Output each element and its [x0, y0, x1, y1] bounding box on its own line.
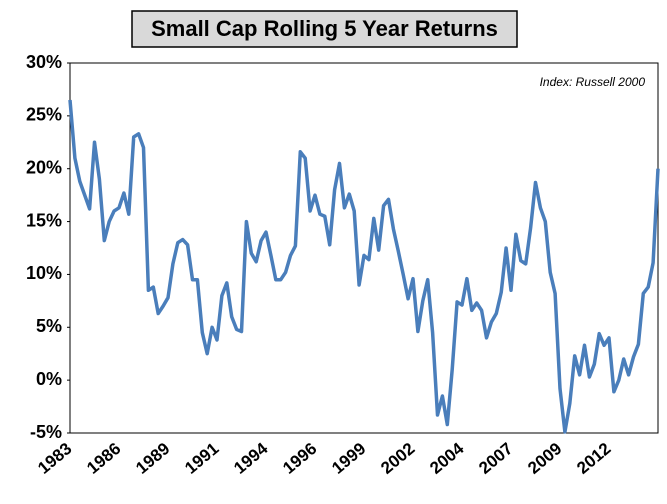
y-tick-label: 30% [26, 52, 62, 72]
title-box [131, 10, 518, 48]
x-tick-label: 1996 [279, 439, 320, 478]
x-tick-label: 2009 [524, 439, 565, 478]
y-tick-label: 20% [26, 157, 62, 177]
x-tick-label: 2007 [475, 439, 516, 478]
x-tick-label: 1986 [83, 439, 124, 478]
x-tick-label: 2004 [426, 439, 468, 478]
x-tick-label: 2012 [573, 439, 614, 478]
x-tick-label: 1989 [132, 439, 173, 478]
y-tick-label: 15% [26, 210, 62, 230]
chart-title: Small Cap Rolling 5 Year Returns [151, 16, 498, 41]
x-tick-label: 1983 [34, 439, 75, 478]
x-tick-label: 1999 [328, 439, 369, 478]
y-tick-label: -5% [30, 422, 62, 442]
x-tick-label: 1991 [181, 439, 222, 478]
x-tick-label: 2002 [377, 439, 418, 478]
y-tick-label: 10% [26, 263, 62, 283]
line-series [68, 99, 660, 434]
plot-frame [69, 62, 659, 434]
annotation: Index: Russell 2000 [540, 75, 646, 89]
x-tick-label: 1994 [230, 439, 272, 478]
y-tick-label: 25% [26, 105, 62, 125]
y-tick-label: 0% [36, 369, 62, 389]
y-tick-label: 5% [36, 316, 62, 336]
